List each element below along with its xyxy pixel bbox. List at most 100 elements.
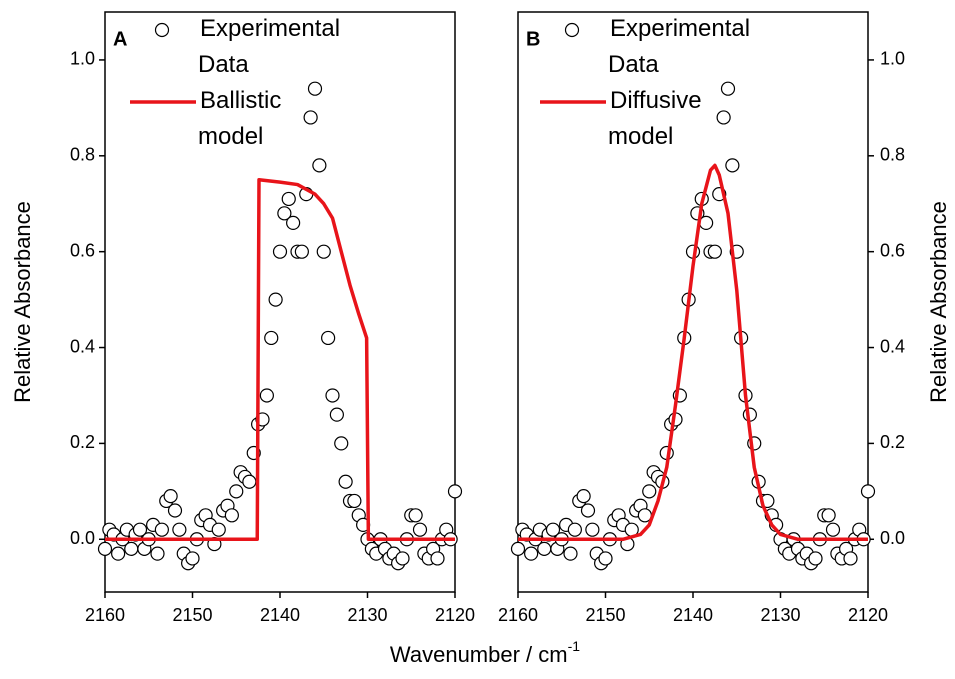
data-point — [447, 484, 463, 499]
legend-label-line: Diffusive — [610, 87, 708, 114]
legend-label: Ballistic model — [198, 87, 288, 150]
data-point — [242, 474, 257, 489]
data-point — [860, 484, 876, 499]
data-point — [154, 522, 169, 537]
data-point — [430, 551, 445, 566]
data-point — [725, 158, 740, 173]
data-point — [808, 551, 823, 566]
data-point — [211, 522, 226, 537]
x-axis-label: Wavenumber / cm-1 — [390, 638, 580, 667]
data-point — [642, 484, 657, 499]
data-point — [325, 388, 340, 403]
data-point — [329, 407, 344, 422]
y-tick-label: 0.8 — [880, 145, 905, 165]
legend-label: Diffusive model — [608, 87, 708, 150]
data-point — [264, 330, 279, 346]
data-point — [567, 522, 582, 537]
legend-label-line: Experimental — [200, 15, 347, 42]
data-point — [172, 522, 187, 537]
data-point — [224, 508, 239, 523]
legend-label: Experimental Data — [198, 15, 347, 78]
data-point — [720, 81, 736, 96]
y-tick-label: 0.0 — [70, 528, 95, 548]
legend-label-line: model — [198, 123, 263, 150]
data-point — [97, 541, 113, 556]
data-point — [821, 508, 836, 523]
data-point — [132, 522, 148, 537]
data-point — [347, 493, 362, 509]
data-point — [580, 503, 596, 518]
data-point — [307, 81, 323, 96]
data-point — [545, 522, 561, 537]
x-tick-label: 2140 — [673, 605, 713, 625]
data-point — [408, 508, 423, 523]
legend-label-line: Experimental — [610, 15, 757, 42]
y-tick-label: 0.4 — [880, 336, 905, 356]
y-tick-label: 1.0 — [880, 49, 905, 69]
data-point — [111, 546, 126, 561]
legend-label-line: model — [608, 123, 673, 150]
data-point — [303, 110, 318, 125]
data-point — [259, 388, 274, 403]
x-tick-label: 2160 — [498, 605, 538, 625]
x-tick-label: 2140 — [260, 605, 300, 625]
x-tick-label: 2120 — [848, 605, 888, 625]
x-tick-label: 2130 — [760, 605, 800, 625]
legend-label-line: Data — [198, 51, 249, 78]
panel-label: B — [526, 28, 540, 50]
data-point — [268, 292, 283, 307]
data-point — [716, 110, 731, 125]
data-point — [338, 474, 353, 489]
data-point — [294, 244, 309, 259]
data-point — [163, 489, 178, 504]
data-point — [321, 330, 336, 346]
data-point — [510, 541, 526, 556]
data-point — [412, 522, 428, 537]
y-axis-label: Relative Absorbance — [926, 201, 951, 403]
legend-label-line: Data — [608, 51, 659, 78]
data-point — [524, 546, 539, 561]
data-point — [281, 191, 296, 207]
model-line — [105, 178, 455, 542]
x-tick-label: 2150 — [585, 605, 625, 625]
data-point — [167, 503, 183, 518]
x-tick-label: 2130 — [347, 605, 387, 625]
x-tick-label: 2150 — [172, 605, 212, 625]
data-point — [707, 244, 722, 259]
y-tick-label: 0.8 — [70, 145, 95, 165]
data-point — [843, 551, 858, 566]
model-line — [518, 163, 868, 542]
data-point — [286, 215, 301, 231]
data-point — [312, 158, 327, 173]
panel-label: A — [113, 28, 127, 50]
data-point — [272, 244, 288, 259]
data-point — [334, 436, 349, 451]
data-point — [150, 546, 165, 561]
y-axis-label: Relative Absorbance — [10, 201, 35, 403]
x-tick-label: 2160 — [85, 605, 125, 625]
y-tick-label: 0.6 — [880, 240, 905, 260]
data-point — [277, 206, 292, 221]
y-tick-label: 0.2 — [70, 432, 95, 452]
legend-marker — [564, 22, 580, 38]
data-point — [585, 522, 600, 537]
y-tick-label: 1.0 — [70, 49, 95, 69]
data-point — [395, 551, 410, 566]
data-point — [185, 551, 200, 566]
data-point — [124, 541, 139, 556]
legend-marker — [154, 22, 170, 38]
y-tick-label: 0.4 — [70, 336, 95, 356]
data-point — [563, 546, 578, 561]
data-point — [537, 541, 552, 556]
legend-label-line: Ballistic — [200, 87, 288, 114]
data-point — [316, 244, 331, 259]
legend-label: Experimental Data — [608, 15, 757, 78]
x-axis-label-superscript: -1 — [568, 638, 581, 654]
data-point — [576, 489, 591, 504]
y-tick-label: 0.0 — [880, 528, 905, 548]
y-tick-label: 0.6 — [70, 240, 95, 260]
data-point — [699, 215, 714, 231]
x-axis-label-text: Wavenumber / cm — [390, 642, 568, 667]
